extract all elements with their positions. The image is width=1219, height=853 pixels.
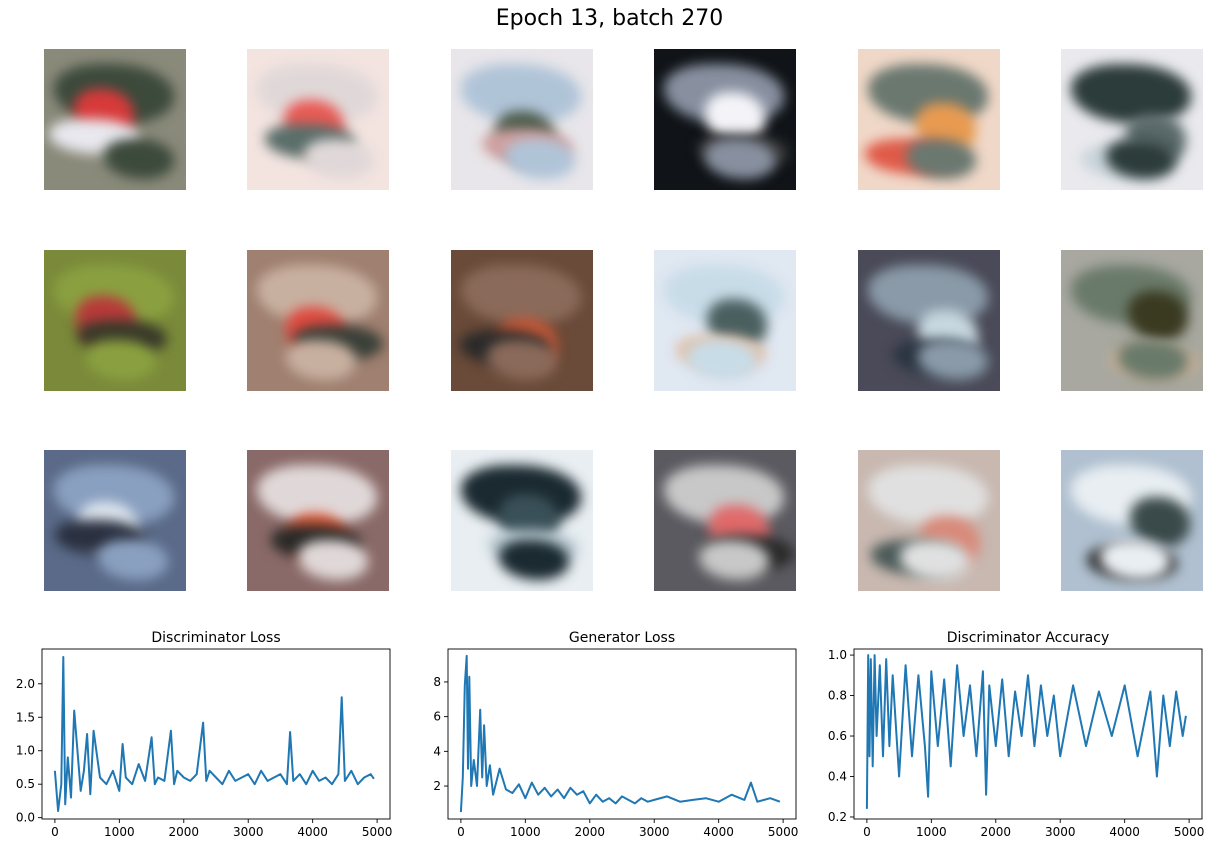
y-tick-label: 1.5 bbox=[16, 710, 35, 724]
y-tick-label: 0.4 bbox=[828, 770, 847, 784]
generated-sample-image bbox=[44, 450, 186, 591]
series-line bbox=[53, 656, 375, 812]
y-tick-label: 0.6 bbox=[828, 729, 847, 743]
y-tick-label: 0.0 bbox=[16, 811, 35, 825]
x-tick-label: 4000 bbox=[1109, 825, 1140, 839]
x-tick-label: 0 bbox=[51, 825, 59, 839]
series-line bbox=[459, 654, 781, 813]
x-tick-label: 1000 bbox=[104, 825, 135, 839]
figure-title: Epoch 13, batch 270 bbox=[495, 6, 724, 31]
y-tick-label: 0.5 bbox=[16, 777, 35, 791]
generated-sample-image bbox=[1061, 49, 1203, 190]
y-tick-label: 4 bbox=[433, 744, 441, 758]
generated-sample-image bbox=[247, 450, 389, 591]
series-line bbox=[865, 654, 1187, 809]
generated-sample-image bbox=[451, 250, 593, 391]
y-tick-label: 0.2 bbox=[828, 810, 847, 824]
x-tick-label: 0 bbox=[457, 825, 465, 839]
x-tick-label: 5000 bbox=[362, 825, 393, 839]
generated-sample-image bbox=[858, 49, 1000, 190]
x-tick-label: 1000 bbox=[510, 825, 541, 839]
generated-sample-image bbox=[451, 450, 593, 591]
x-tick-label: 3000 bbox=[639, 825, 670, 839]
generated-sample-image bbox=[44, 250, 186, 391]
x-tick-label: 2000 bbox=[575, 825, 606, 839]
generated-sample-image bbox=[247, 49, 389, 190]
y-tick-label: 2 bbox=[433, 779, 441, 793]
x-tick-label: 2000 bbox=[169, 825, 200, 839]
generated-sample-image bbox=[247, 250, 389, 391]
plot-frame bbox=[41, 648, 391, 820]
chart-title: Discriminator Accuracy bbox=[947, 630, 1109, 646]
y-tick-label: 2.0 bbox=[16, 677, 35, 691]
y-tick-label: 1.0 bbox=[16, 744, 35, 758]
generated-sample-image bbox=[654, 250, 796, 391]
chart-1: Generator Loss 0 1000 2000 3000 4000 5000 2 4 6 8 bbox=[433, 630, 798, 839]
x-tick-label: 4000 bbox=[703, 825, 734, 839]
generated-sample-image bbox=[451, 49, 593, 190]
generated-sample-image bbox=[1061, 450, 1203, 591]
x-tick-label: 4000 bbox=[297, 825, 328, 839]
x-tick-label: 5000 bbox=[768, 825, 799, 839]
x-tick-label: 3000 bbox=[1045, 825, 1076, 839]
y-tick-label: 1.0 bbox=[828, 648, 847, 662]
generated-sample-image bbox=[44, 49, 186, 190]
generated-sample-image bbox=[1061, 250, 1203, 391]
chart-2: Discriminator Accuracy 0 1000 2000 3000 4000 5… bbox=[828, 630, 1204, 839]
chart-0: Discriminator Loss 0 1000 2000 3000 4000 5000 0… bbox=[16, 630, 392, 839]
x-tick-label: 5000 bbox=[1174, 825, 1205, 839]
x-tick-label: 0 bbox=[863, 825, 871, 839]
plot-frame bbox=[853, 648, 1203, 820]
plot-frame bbox=[447, 648, 797, 820]
y-tick-label: 8 bbox=[433, 675, 441, 689]
x-tick-label: 3000 bbox=[233, 825, 264, 839]
chart-title: Discriminator Loss bbox=[151, 630, 280, 646]
y-tick-label: 6 bbox=[433, 710, 441, 724]
generated-sample-image bbox=[654, 49, 796, 190]
generated-sample-image bbox=[858, 250, 1000, 391]
chart-title: Generator Loss bbox=[569, 630, 675, 646]
x-tick-label: 1000 bbox=[916, 825, 947, 839]
generated-sample-image bbox=[654, 450, 796, 591]
x-tick-label: 2000 bbox=[981, 825, 1012, 839]
generated-sample-image bbox=[858, 450, 1000, 591]
y-tick-label: 0.8 bbox=[828, 689, 847, 703]
